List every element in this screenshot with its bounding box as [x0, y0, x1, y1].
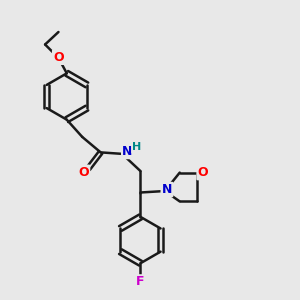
Text: O: O — [78, 166, 89, 179]
Text: H: H — [132, 142, 142, 152]
Text: O: O — [53, 51, 64, 64]
Text: F: F — [136, 275, 145, 289]
Text: N: N — [162, 183, 172, 196]
Text: O: O — [198, 166, 208, 179]
Text: N: N — [122, 145, 133, 158]
